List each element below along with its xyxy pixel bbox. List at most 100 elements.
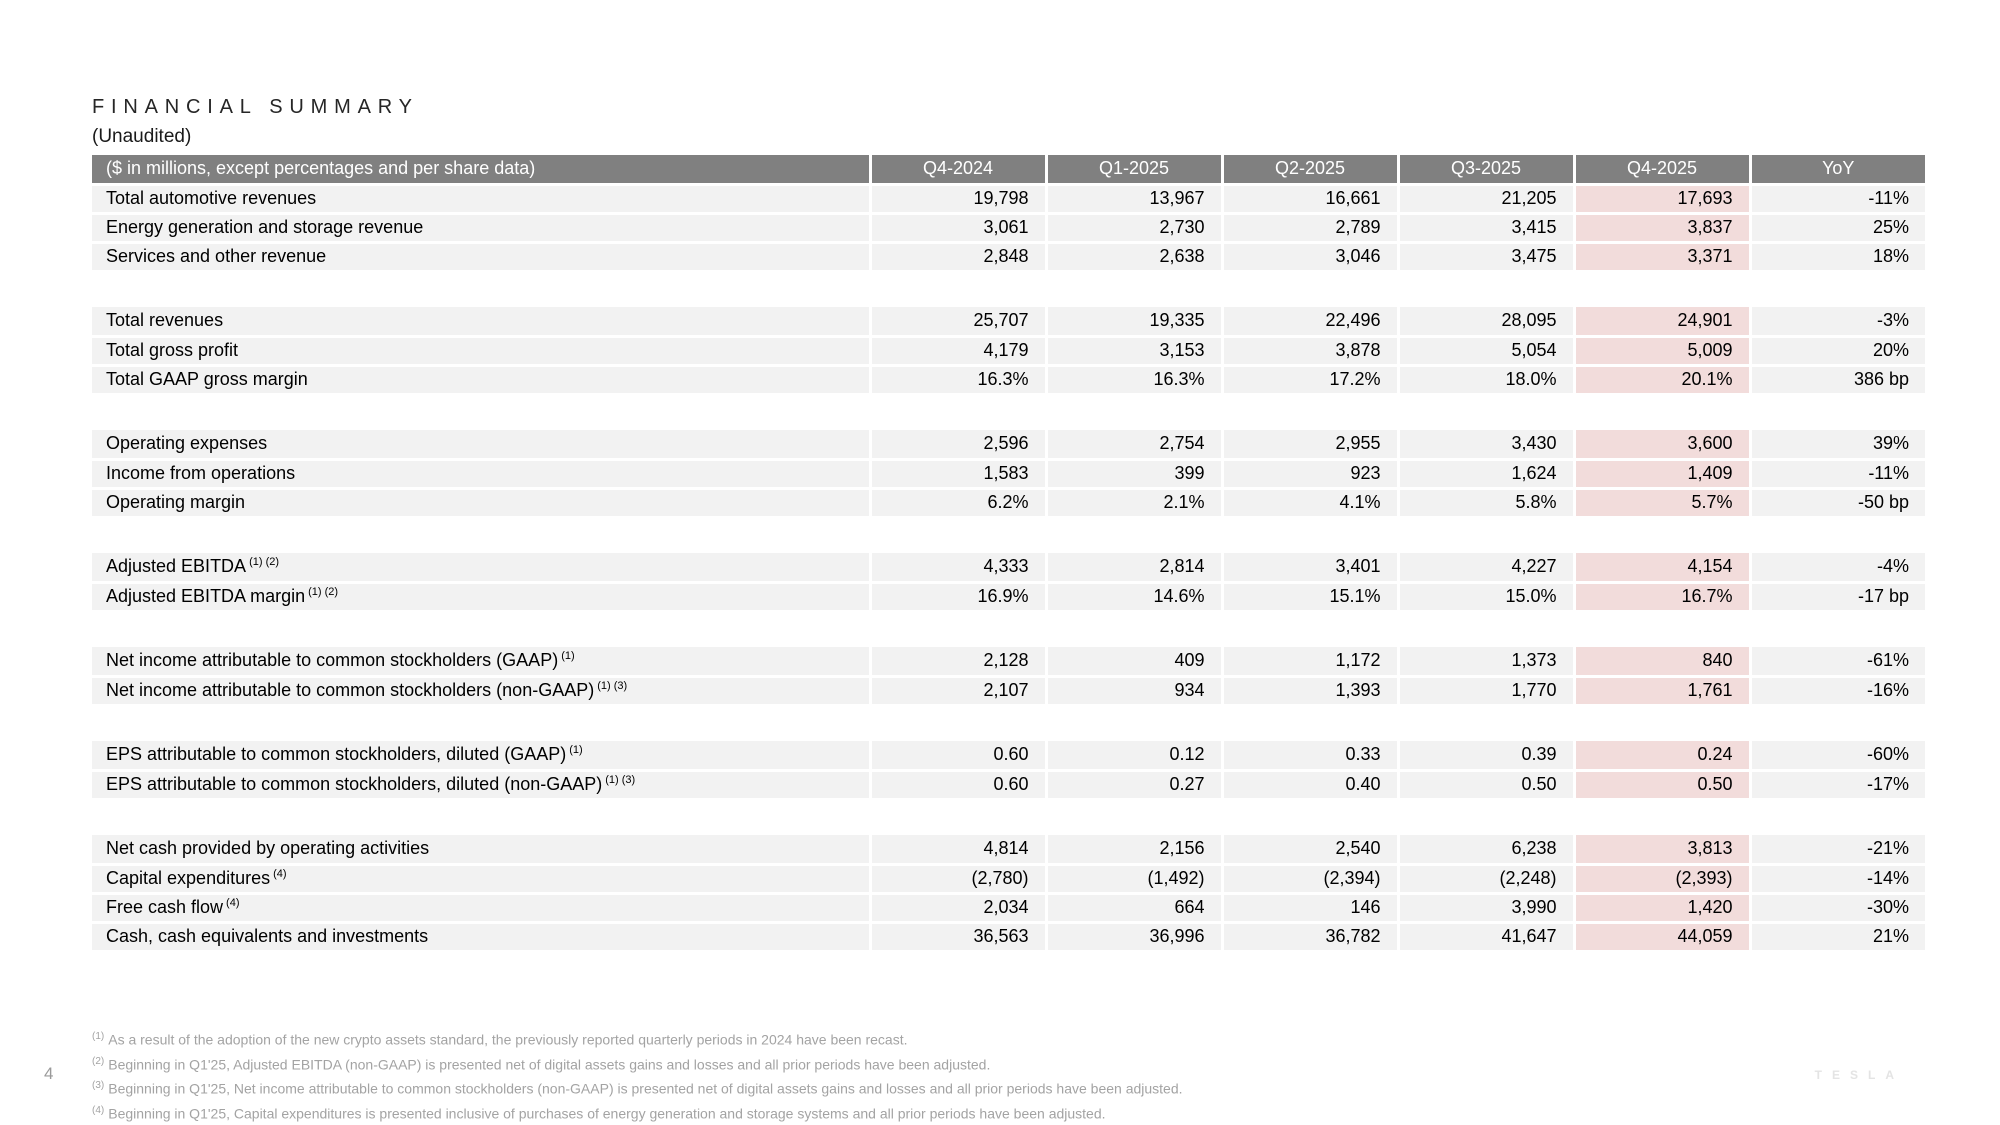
cell-q2-2025: 0.33 xyxy=(1220,741,1398,772)
footnote-4-marker: (4) xyxy=(92,1104,105,1116)
cell-q4-2024: 4,814 xyxy=(868,835,1046,866)
table-row: Operating expenses 2,596 2,754 2,955 3,430 3,… xyxy=(92,430,1925,461)
footnote-4: (4) Beginning in Q1'25, Capital expenditu… xyxy=(92,1100,1792,1125)
cell-q3-2025: 0.39 xyxy=(1396,741,1574,772)
cell-yoy: -4% xyxy=(1748,553,1925,584)
column-header-q4-2024: Q4-2024 xyxy=(868,155,1046,186)
page-title: FINANCIAL SUMMARY xyxy=(92,96,419,118)
row-label: Total automotive revenues xyxy=(92,184,870,215)
cell-yoy: -17 bp xyxy=(1748,582,1925,613)
table-row: Income from operations 1,583 399 923 1,624 1,… xyxy=(92,459,1925,490)
row-label-text: Income from operations xyxy=(106,463,296,483)
row-label: Operating margin xyxy=(92,488,870,519)
cell-q1-2025: 2,156 xyxy=(1044,835,1222,866)
footnote-reference: (1) xyxy=(561,650,575,663)
cell-q4-2024: 25,707 xyxy=(868,307,1046,338)
cell-q2-2025: 3,878 xyxy=(1220,336,1398,367)
cell-q4-2024: 4,179 xyxy=(868,336,1046,367)
table-row: Net income attributable to common stockh… xyxy=(92,676,1925,707)
footnote-3-marker: (3) xyxy=(92,1080,105,1092)
footnote-4-text: Beginning in Q1'25, Capital expenditures… xyxy=(108,1105,1106,1122)
table-row: Free cash flow (4) 2,034 664 146 3,990 1,420 -3… xyxy=(92,893,1925,924)
cell-q4-2024: 0.60 xyxy=(868,770,1046,801)
column-header-q2-2025: Q2-2025 xyxy=(1220,155,1398,186)
row-label: Net cash provided by operating activitie… xyxy=(92,835,870,866)
row-label-text: Cash, cash equivalents and investments xyxy=(106,926,429,946)
cell-q4-2024: (2,780) xyxy=(868,864,1046,895)
table-row: Net income attributable to common stockh… xyxy=(92,647,1925,678)
column-header-q4-2025: Q4-2025 xyxy=(1572,155,1750,186)
cell-q3-2025: 3,415 xyxy=(1396,213,1574,244)
cell-q1-2025: 0.12 xyxy=(1044,741,1222,772)
cell-q2-2025: 36,782 xyxy=(1220,922,1398,953)
group-spacer xyxy=(92,799,1925,835)
group-spacer xyxy=(92,517,1925,553)
table-row: Cash, cash equivalents and investments 36… xyxy=(92,922,1925,953)
cell-q4-2024: 16.3% xyxy=(868,365,1046,396)
row-label: Adjusted EBITDA margin (1) (2) xyxy=(92,582,870,613)
table-row: Capital expenditures (4) (2,780) (1,492) (2,… xyxy=(92,864,1925,895)
tesla-wordmark: TESLA xyxy=(1814,1068,1904,1082)
cell-q2-2025: 17.2% xyxy=(1220,365,1398,396)
cell-q2-2025: (2,394) xyxy=(1220,864,1398,895)
footnote-reference: (1) (2) xyxy=(308,586,339,598)
cell-q4-2025: 24,901 xyxy=(1572,307,1750,338)
row-label-text: Total GAAP gross margin xyxy=(106,369,308,389)
cell-q3-2025: 3,990 xyxy=(1396,893,1574,924)
row-label: Net income attributable to common stockh… xyxy=(92,647,870,678)
row-label: Free cash flow (4) xyxy=(92,893,870,924)
table-row: Net cash provided by operating activitie… xyxy=(92,835,1925,866)
row-label-text: EPS attributable to common stockholders,… xyxy=(106,774,603,794)
cell-q4-2024: 1,583 xyxy=(868,459,1046,490)
group-spacer-row xyxy=(92,611,1925,647)
cell-q3-2025: 21,205 xyxy=(1396,184,1574,215)
row-label-text: Free cash flow xyxy=(106,897,224,917)
row-label-text: Operating expenses xyxy=(106,433,268,454)
cell-yoy: -61% xyxy=(1748,647,1925,678)
footnote-3-text: Beginning in Q1'25, Net income attributa… xyxy=(108,1080,1183,1097)
cell-yoy: -17% xyxy=(1748,770,1925,801)
footnote-reference: (4) xyxy=(273,868,287,880)
row-label: Adjusted EBITDA (1) (2) xyxy=(92,553,870,584)
row-label: Total gross profit xyxy=(92,336,870,367)
cell-yoy: -3% xyxy=(1748,307,1925,338)
cell-q1-2025: 2,814 xyxy=(1044,553,1222,584)
table-row: Services and other revenue 2,848 2,638 3,04… xyxy=(92,242,1925,273)
footnote-2-marker: (2) xyxy=(92,1055,105,1067)
column-header-yoy: YoY xyxy=(1748,155,1925,186)
cell-q1-2025: 2,730 xyxy=(1044,213,1222,244)
cell-q4-2025: 3,600 xyxy=(1572,430,1750,461)
group-spacer-row xyxy=(92,271,1925,307)
table-row: Adjusted EBITDA margin (1) (2) 16.9% 14.6% 1… xyxy=(92,582,1925,613)
cell-q4-2025: 3,837 xyxy=(1572,213,1750,244)
cell-q4-2024: 6.2% xyxy=(868,488,1046,519)
financial-summary-table: ($ in millions, except percentages and p… xyxy=(92,155,1925,953)
row-label: Operating expenses xyxy=(92,430,870,461)
cell-yoy: 20% xyxy=(1748,336,1925,367)
footnote-reference: (1) xyxy=(569,744,583,757)
cell-q3-2025: 15.0% xyxy=(1396,582,1574,613)
cell-yoy: 21% xyxy=(1748,922,1925,953)
cell-q4-2024: 3,061 xyxy=(868,213,1046,244)
cell-q2-2025: 15.1% xyxy=(1220,582,1398,613)
group-spacer-row xyxy=(92,517,1925,553)
cell-q4-2025: 20.1% xyxy=(1572,365,1750,396)
row-label-text: Net income attributable to common stockh… xyxy=(106,650,559,671)
cell-q4-2024: 2,128 xyxy=(868,647,1046,678)
cell-q4-2025: 5,009 xyxy=(1572,336,1750,367)
row-label-text: Total gross profit xyxy=(106,340,239,360)
row-label-text: EPS attributable to common stockholders,… xyxy=(106,744,567,765)
row-label: EPS attributable to common stockholders,… xyxy=(92,741,870,772)
cell-q4-2024: 4,333 xyxy=(868,553,1046,584)
cell-q2-2025: 0.40 xyxy=(1220,770,1398,801)
cell-yoy: -14% xyxy=(1748,864,1925,895)
row-label-text: Adjusted EBITDA margin xyxy=(106,586,306,606)
cell-yoy: -11% xyxy=(1748,184,1925,215)
cell-q4-2025: 1,761 xyxy=(1572,676,1750,707)
footnote-2: (2) Beginning in Q1'25, Adjusted EBITDA (… xyxy=(92,1051,1792,1076)
cell-q1-2025: 2,754 xyxy=(1044,430,1222,461)
cell-q2-2025: 1,393 xyxy=(1220,676,1398,707)
row-label-text: Net income attributable to common stockh… xyxy=(106,680,595,700)
cell-q4-2025: 4,154 xyxy=(1572,553,1750,584)
cell-q1-2025: (1,492) xyxy=(1044,864,1222,895)
